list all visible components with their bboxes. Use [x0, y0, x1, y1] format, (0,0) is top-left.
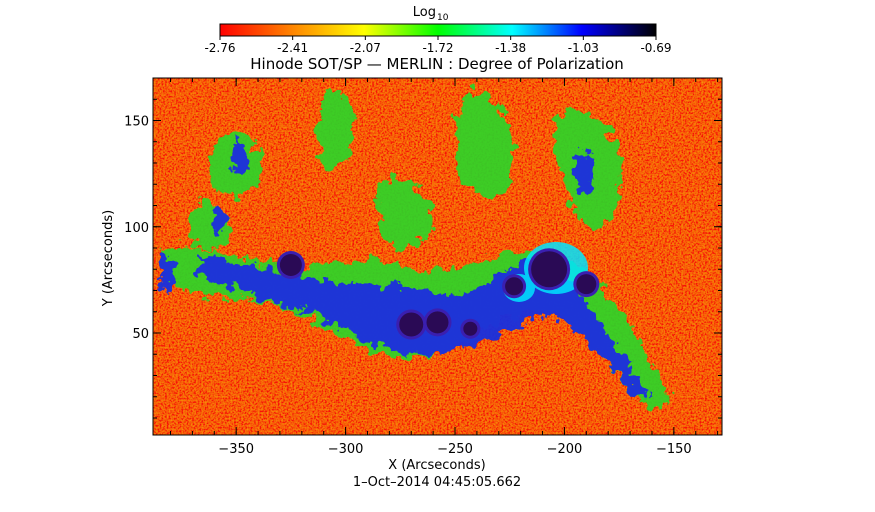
- y-tick-label: 100: [124, 221, 149, 236]
- colorbar-tick-label: -1.38: [495, 41, 526, 55]
- colorbar-ticks: -2.76 -2.41 -2.07 -1.72 -1.38 -1.03 -0.69: [204, 36, 672, 55]
- x-tick-label: −300: [328, 442, 364, 457]
- colorbar-gradient: [219, 23, 657, 37]
- x-tick-label: −150: [656, 442, 692, 457]
- timestamp: 1–Oct–2014 04:45:05.662: [353, 475, 521, 490]
- colorbar-label-subscript: 10: [437, 13, 449, 23]
- sunspot-umbra: [463, 321, 478, 336]
- colorbar-tick-label: -2.76: [204, 41, 235, 55]
- x-axis-label: X (Arcseconds): [388, 458, 485, 473]
- x-tick-label: −350: [218, 442, 254, 457]
- colorbar-tick-label: -2.07: [350, 41, 381, 55]
- sunspot-umbra: [399, 312, 424, 337]
- y-tick-label: 50: [132, 327, 149, 342]
- x-tick-label: −200: [547, 442, 583, 457]
- colorbar-tick-label: -2.41: [277, 41, 308, 55]
- sunspots: [276, 248, 600, 340]
- y-axis: 50 100 150: [124, 98, 722, 419]
- y-tick-label: 150: [124, 115, 149, 130]
- polarization-map: [153, 78, 722, 435]
- sunspot-umbra: [505, 277, 524, 296]
- sunspot-umbra: [531, 251, 568, 288]
- plot-title: Hinode SOT/SP — MERLIN : Degree of Polar…: [250, 55, 624, 73]
- colorbar-tick-label: -1.72: [422, 41, 453, 55]
- sunspot-umbra: [426, 311, 449, 334]
- sunspot-umbra: [576, 274, 597, 295]
- plot-frame: [152, 77, 723, 436]
- x-axis: −350 −300 −250 −200 −150: [170, 78, 719, 457]
- sunspot-umbra: [279, 254, 302, 276]
- colorbar-label: Log: [413, 5, 436, 20]
- colorbar-tick-label: -0.69: [640, 41, 671, 55]
- y-axis-label: Y (Arcseconds): [101, 210, 116, 307]
- x-tick-label: −250: [437, 442, 473, 457]
- colorbar: Log 10 -2.76 -2.41 -2.07 -1.72 -1.38 -1.03 -0.…: [204, 5, 671, 55]
- colorbar-tick-label: -1.03: [568, 41, 599, 55]
